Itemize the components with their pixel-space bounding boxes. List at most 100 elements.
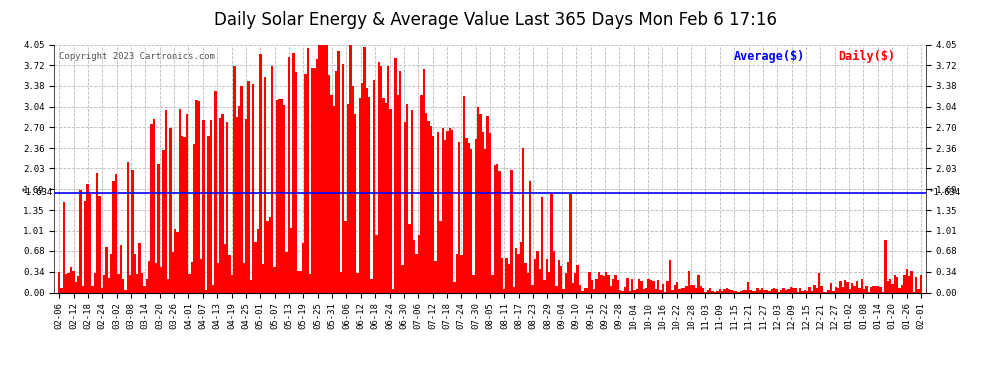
Bar: [155, 262, 157, 292]
Bar: [858, 288, 860, 292]
Bar: [428, 122, 430, 292]
Bar: [894, 275, 896, 292]
Bar: [557, 260, 560, 292]
Bar: [746, 282, 749, 292]
Bar: [343, 64, 345, 292]
Bar: [735, 291, 738, 292]
Bar: [612, 279, 615, 292]
Bar: [484, 148, 486, 292]
Bar: [389, 109, 392, 292]
Bar: [676, 282, 678, 292]
Bar: [756, 288, 758, 292]
Bar: [896, 277, 899, 292]
Bar: [884, 240, 887, 292]
Bar: [529, 181, 532, 292]
Bar: [855, 281, 858, 292]
Bar: [809, 286, 811, 292]
Bar: [906, 269, 908, 292]
Bar: [288, 57, 290, 292]
Bar: [754, 291, 756, 292]
Bar: [96, 173, 98, 292]
Bar: [413, 240, 416, 292]
Bar: [416, 254, 418, 292]
Bar: [532, 285, 534, 292]
Bar: [790, 288, 792, 292]
Bar: [252, 84, 254, 292]
Bar: [659, 290, 661, 292]
Bar: [875, 286, 877, 292]
Bar: [451, 130, 453, 292]
Bar: [328, 75, 331, 292]
Bar: [506, 258, 508, 292]
Bar: [768, 291, 770, 292]
Bar: [67, 273, 70, 292]
Bar: [918, 289, 920, 292]
Bar: [835, 287, 837, 292]
Bar: [654, 289, 657, 292]
Bar: [728, 290, 731, 292]
Bar: [501, 258, 503, 292]
Bar: [368, 97, 370, 292]
Bar: [673, 285, 676, 292]
Bar: [818, 273, 821, 292]
Bar: [749, 290, 751, 292]
Bar: [171, 252, 174, 292]
Bar: [448, 128, 451, 292]
Bar: [79, 189, 81, 292]
Bar: [271, 66, 273, 292]
Bar: [134, 254, 137, 292]
Bar: [619, 290, 622, 292]
Bar: [564, 273, 567, 292]
Text: *1.634: *1.634: [928, 188, 960, 197]
Text: Copyright 2023 Cartronics.com: Copyright 2023 Cartronics.com: [58, 53, 215, 62]
Bar: [899, 288, 901, 292]
Bar: [137, 274, 139, 292]
Bar: [782, 288, 785, 292]
Bar: [304, 75, 307, 292]
Bar: [690, 285, 692, 292]
Bar: [758, 290, 761, 292]
Bar: [813, 285, 816, 292]
Bar: [169, 128, 171, 292]
Bar: [231, 276, 234, 292]
Bar: [901, 285, 903, 292]
Bar: [548, 272, 550, 292]
Bar: [139, 243, 141, 292]
Bar: [865, 286, 867, 292]
Bar: [751, 291, 754, 292]
Bar: [622, 291, 624, 292]
Bar: [544, 280, 545, 292]
Bar: [435, 261, 437, 292]
Bar: [110, 255, 113, 292]
Bar: [333, 106, 335, 292]
Bar: [588, 272, 591, 292]
Bar: [692, 285, 695, 292]
Bar: [763, 290, 766, 292]
Bar: [508, 264, 510, 292]
Bar: [657, 280, 659, 292]
Bar: [920, 275, 922, 292]
Bar: [712, 291, 714, 292]
Bar: [474, 140, 477, 292]
Bar: [678, 289, 681, 292]
Bar: [58, 272, 60, 292]
Bar: [652, 280, 654, 292]
Bar: [316, 59, 319, 292]
Bar: [830, 283, 833, 292]
Bar: [510, 170, 513, 292]
Bar: [280, 99, 283, 292]
Bar: [302, 243, 304, 292]
Bar: [681, 288, 683, 292]
Bar: [401, 265, 404, 292]
Bar: [555, 286, 557, 292]
Bar: [567, 262, 569, 292]
Bar: [408, 224, 411, 292]
Bar: [346, 104, 349, 292]
Bar: [353, 114, 356, 292]
Bar: [418, 235, 420, 292]
Bar: [458, 142, 460, 292]
Bar: [799, 288, 801, 292]
Bar: [377, 62, 380, 292]
Bar: [843, 280, 846, 292]
Bar: [319, 45, 321, 292]
